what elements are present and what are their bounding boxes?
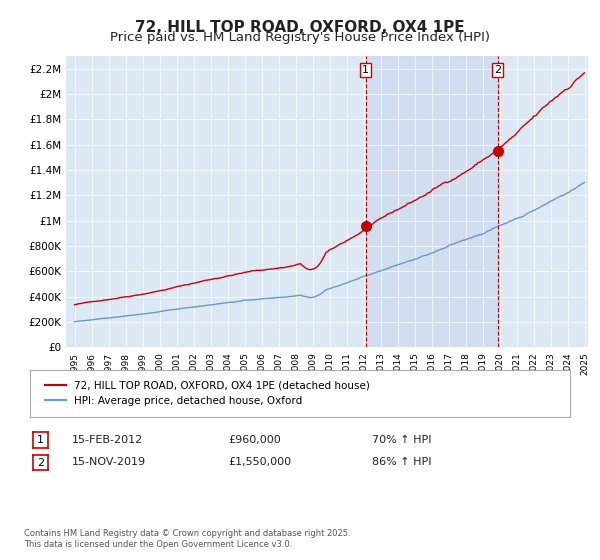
Text: 15-NOV-2019: 15-NOV-2019 bbox=[72, 457, 146, 467]
Text: £960,000: £960,000 bbox=[228, 435, 281, 445]
Text: 2: 2 bbox=[37, 458, 44, 468]
Text: 1: 1 bbox=[37, 435, 44, 445]
Bar bbox=[365, 56, 497, 347]
Text: 1: 1 bbox=[362, 65, 369, 74]
Text: 86% ↑ HPI: 86% ↑ HPI bbox=[372, 457, 431, 467]
Text: Price paid vs. HM Land Registry's House Price Index (HPI): Price paid vs. HM Land Registry's House … bbox=[110, 31, 490, 44]
Legend: 72, HILL TOP ROAD, OXFORD, OX4 1PE (detached house), HPI: Average price, detache: 72, HILL TOP ROAD, OXFORD, OX4 1PE (deta… bbox=[41, 377, 374, 410]
Text: Contains HM Land Registry data © Crown copyright and database right 2025.
This d: Contains HM Land Registry data © Crown c… bbox=[24, 529, 350, 549]
Text: 70% ↑ HPI: 70% ↑ HPI bbox=[372, 435, 431, 445]
Text: 2: 2 bbox=[494, 65, 501, 74]
Text: £1,550,000: £1,550,000 bbox=[228, 457, 291, 467]
Text: 72, HILL TOP ROAD, OXFORD, OX4 1PE: 72, HILL TOP ROAD, OXFORD, OX4 1PE bbox=[135, 20, 465, 35]
Text: 15-FEB-2012: 15-FEB-2012 bbox=[72, 435, 143, 445]
